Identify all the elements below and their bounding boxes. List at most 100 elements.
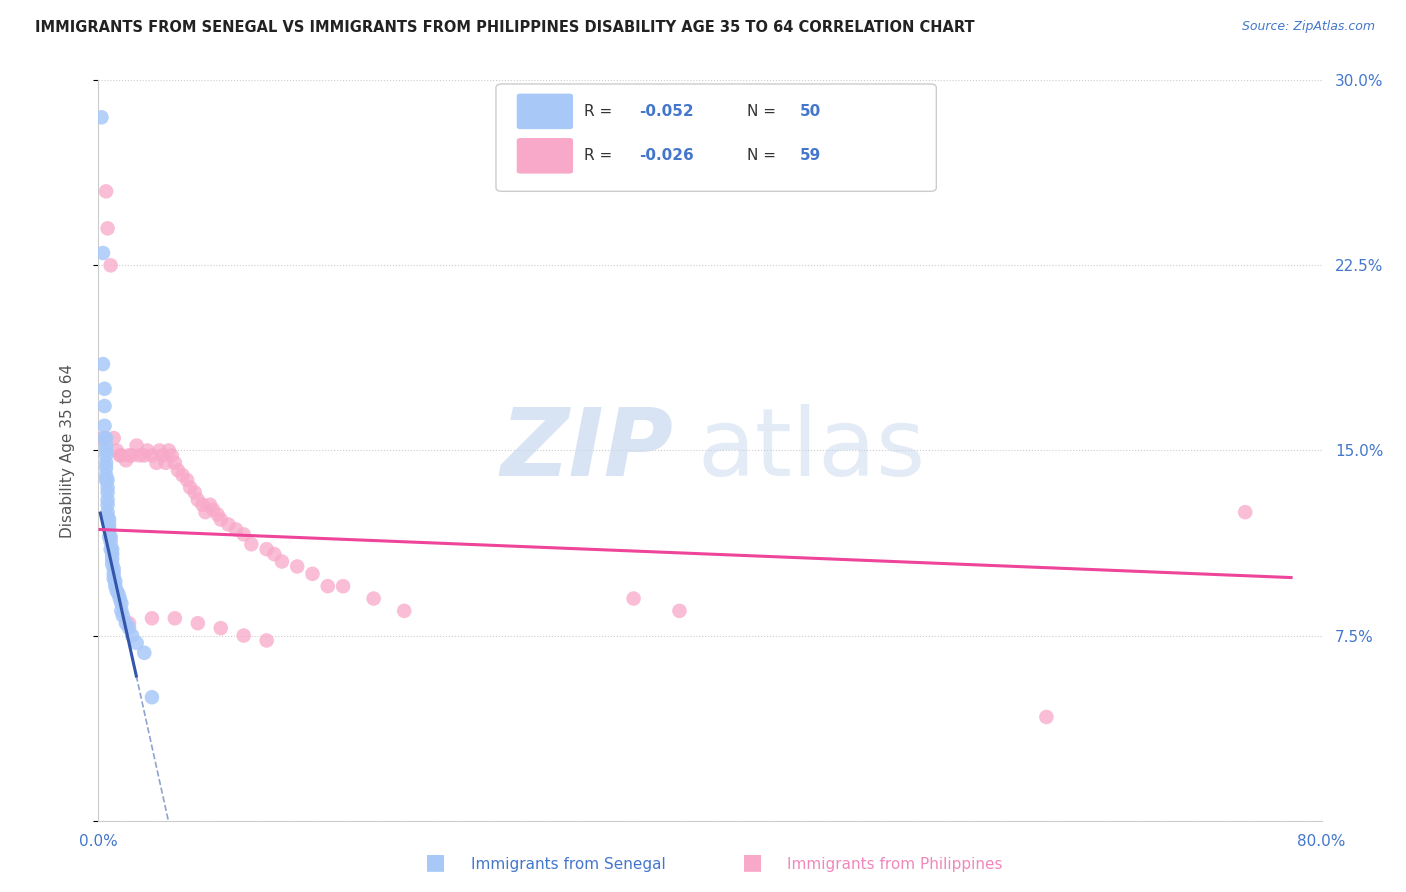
Point	[108, 591, 131, 606]
Point	[108, 449, 131, 463]
Point	[107, 586, 129, 600]
Point	[184, 485, 207, 500]
Text: Immigrants from Philippines: Immigrants from Philippines	[787, 857, 1002, 872]
Text: R =: R =	[583, 148, 617, 163]
Text: ■: ■	[742, 853, 762, 872]
Point	[191, 498, 214, 512]
Point	[332, 579, 354, 593]
Point	[111, 608, 134, 623]
Point	[100, 534, 122, 549]
Point	[98, 523, 121, 537]
Point	[103, 562, 125, 576]
Point	[256, 633, 278, 648]
Point	[125, 636, 148, 650]
Point	[270, 555, 292, 569]
Point	[104, 574, 127, 589]
Point	[98, 512, 121, 526]
Point	[202, 502, 225, 516]
Point	[94, 460, 117, 475]
Point	[94, 431, 117, 445]
Point	[163, 456, 186, 470]
Point	[141, 449, 163, 463]
Text: N =: N =	[747, 103, 780, 119]
Point	[94, 468, 117, 483]
Point	[97, 485, 120, 500]
Point	[104, 579, 127, 593]
Point	[121, 449, 143, 463]
Text: atlas: atlas	[697, 404, 927, 497]
Point	[225, 523, 247, 537]
Point	[187, 616, 209, 631]
Point	[94, 443, 117, 458]
Point	[94, 438, 117, 452]
Point	[94, 456, 117, 470]
Point	[141, 690, 163, 705]
Point	[128, 449, 150, 463]
Point	[172, 468, 194, 483]
Text: -0.026: -0.026	[640, 148, 693, 163]
Point	[110, 604, 132, 618]
Point	[94, 184, 117, 198]
Text: 50: 50	[800, 103, 821, 119]
Point	[668, 604, 690, 618]
Point	[97, 505, 120, 519]
Point	[98, 517, 121, 532]
Point	[101, 557, 124, 571]
Text: R =: R =	[583, 103, 617, 119]
Point	[187, 492, 209, 507]
Point	[285, 559, 308, 574]
Point	[103, 431, 125, 445]
Point	[232, 527, 254, 541]
Point	[97, 480, 120, 494]
Point	[90, 111, 112, 125]
Point	[301, 566, 323, 581]
Point	[316, 579, 339, 593]
Point	[91, 357, 114, 371]
Point	[209, 512, 232, 526]
Point	[157, 443, 180, 458]
Point	[179, 480, 201, 494]
Point	[101, 547, 124, 561]
Point	[100, 530, 122, 544]
Text: 59: 59	[800, 148, 821, 163]
Point	[91, 246, 114, 260]
Text: IMMIGRANTS FROM SENEGAL VS IMMIGRANTS FROM PHILIPPINES DISABILITY AGE 35 TO 64 C: IMMIGRANTS FROM SENEGAL VS IMMIGRANTS FR…	[35, 20, 974, 35]
Point	[103, 572, 125, 586]
Point	[97, 498, 120, 512]
Text: N =: N =	[747, 148, 780, 163]
Point	[149, 443, 172, 458]
Point	[97, 221, 120, 235]
Point	[97, 510, 120, 524]
Text: Source: ZipAtlas.com: Source: ZipAtlas.com	[1241, 20, 1375, 33]
Point	[1035, 710, 1057, 724]
Point	[207, 508, 229, 522]
Point	[363, 591, 385, 606]
Point	[134, 449, 156, 463]
FancyBboxPatch shape	[496, 84, 936, 191]
Point	[155, 456, 177, 470]
Point	[217, 517, 239, 532]
Point	[136, 443, 159, 458]
Point	[167, 463, 190, 477]
Point	[209, 621, 232, 635]
Text: -0.052: -0.052	[640, 103, 693, 119]
Point	[623, 591, 645, 606]
Point	[94, 449, 117, 463]
Point	[93, 399, 115, 413]
Point	[101, 552, 124, 566]
Point	[110, 597, 132, 611]
Point	[263, 547, 285, 561]
Point	[194, 505, 217, 519]
Point	[198, 498, 221, 512]
Point	[240, 537, 263, 551]
Point	[163, 611, 186, 625]
Point	[97, 473, 120, 487]
Point	[160, 449, 183, 463]
Point	[105, 443, 128, 458]
Point	[1234, 505, 1257, 519]
FancyBboxPatch shape	[517, 94, 574, 129]
Point	[115, 453, 138, 467]
Y-axis label: Disability Age 35 to 64: Disability Age 35 to 64	[60, 363, 75, 538]
Point	[103, 566, 125, 581]
Text: Immigrants from Senegal: Immigrants from Senegal	[471, 857, 666, 872]
